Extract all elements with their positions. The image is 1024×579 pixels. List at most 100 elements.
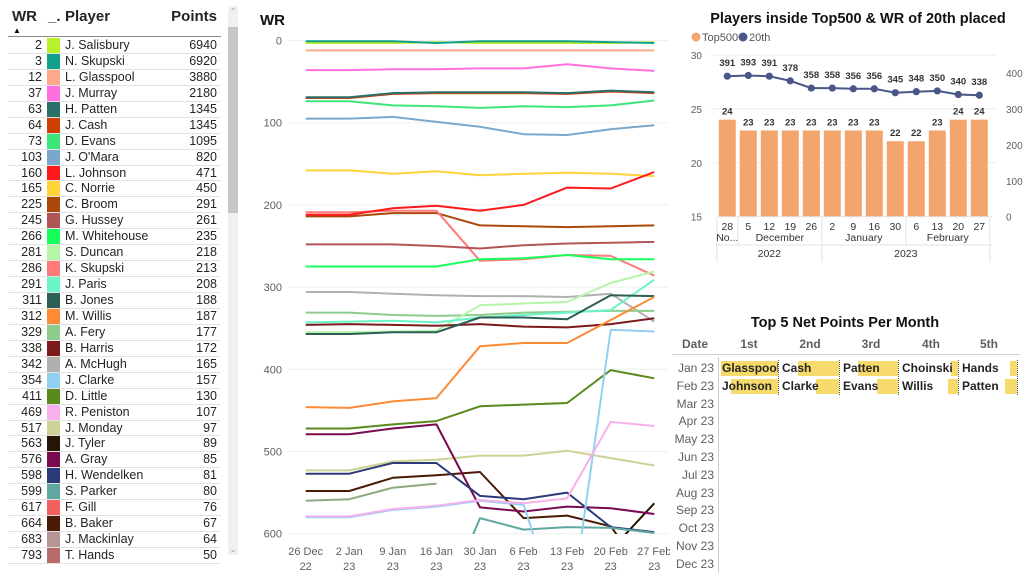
ranking-row[interactable]: 286 K. Skupski 213 xyxy=(8,261,221,278)
rank-cell-2nd[interactable]: Clarke xyxy=(779,377,840,395)
legend-top500-label[interactable]: Top500 xyxy=(702,32,738,44)
ranking-row[interactable]: 64 J. Cash 1345 xyxy=(8,117,221,134)
ranking-row[interactable]: 793 T. Hands 50 xyxy=(8,548,221,564)
ranking-row[interactable]: 599 S. Parker 80 xyxy=(8,484,221,501)
ranking-row[interactable]: 312 M. Willis 187 xyxy=(8,308,221,325)
bar-top500[interactable] xyxy=(970,119,988,217)
bar-top500[interactable] xyxy=(865,130,883,217)
rank-cell-5th[interactable]: Patten xyxy=(959,377,1018,395)
ranking-row[interactable]: 469 R. Peniston 107 xyxy=(8,404,221,421)
ranking-row[interactable]: 37 J. Murray 2180 xyxy=(8,85,221,102)
series-line-s-parker[interactable] xyxy=(436,517,655,579)
series-line-d-evans[interactable] xyxy=(305,99,655,109)
line-point-20th[interactable] xyxy=(828,84,836,92)
rank-cell-2nd[interactable]: Cash xyxy=(779,360,840,377)
series-line-j-o-mara[interactable] xyxy=(305,115,655,136)
series-line-b-harris[interactable] xyxy=(305,317,655,329)
series-line-unlisted[interactable] xyxy=(305,482,437,502)
ranking-row[interactable]: 63 H. Patten 1345 xyxy=(8,101,221,118)
line-point-20th[interactable] xyxy=(723,72,731,80)
column-header-5th[interactable]: 5th xyxy=(980,337,998,351)
ranking-row[interactable]: 3 N. Skupski 6920 xyxy=(8,53,221,70)
line-point-20th[interactable] xyxy=(807,84,815,92)
series-line-s-duncan[interactable] xyxy=(305,270,655,334)
scroll-up-icon[interactable]: ⌃ xyxy=(229,7,237,16)
ranking-row[interactable]: 683 J. Mackinlay 64 xyxy=(8,532,221,548)
line-point-20th[interactable] xyxy=(975,91,983,99)
ranking-row[interactable]: 576 A. Gray 85 xyxy=(8,452,221,469)
bar-top500[interactable] xyxy=(886,141,904,217)
ranking-row[interactable]: 2 J. Salisbury 6940 xyxy=(8,38,221,54)
rank-cell-3rd[interactable]: Evans xyxy=(840,377,899,395)
ranking-row[interactable]: 12 L. Glasspool 3880 xyxy=(8,69,221,86)
column-header-1st[interactable]: 1st xyxy=(740,337,758,351)
series-line-m-willis[interactable] xyxy=(305,296,655,409)
scrollbar-thumb[interactable] xyxy=(228,27,238,213)
series-line-j-murray[interactable] xyxy=(305,63,655,72)
column-header-wr[interactable]: WR xyxy=(12,8,37,25)
ranking-row[interactable]: 329 A. Fery 177 xyxy=(8,324,221,341)
ranking-row[interactable]: 291 J. Paris 208 xyxy=(8,277,221,293)
legend-20th-label[interactable]: 20th xyxy=(749,32,770,44)
ranking-row[interactable]: 103 J. O'Mara 820 xyxy=(8,149,221,166)
scroll-down-icon[interactable]: ⌄ xyxy=(229,545,237,554)
ranking-row[interactable]: 165 C. Norrie 450 xyxy=(8,181,221,198)
series-line-j-tyler[interactable] xyxy=(611,502,656,550)
column-header-color[interactable]: _. xyxy=(48,8,61,25)
line-point-20th[interactable] xyxy=(849,85,857,93)
bar-top500[interactable] xyxy=(718,119,736,217)
series-line-j-clarke[interactable] xyxy=(305,328,655,579)
series-line-c-broom[interactable] xyxy=(305,212,655,229)
column-header-points[interactable]: Points xyxy=(171,8,217,25)
bar-top500[interactable] xyxy=(760,130,778,217)
vertical-scrollbar[interactable]: ⌃ ⌄ xyxy=(228,6,238,555)
series-line-b-jones[interactable] xyxy=(305,294,655,335)
rank-cell-1st[interactable]: Johnson xyxy=(719,377,779,395)
ranking-row[interactable]: 245 G. Hussey 261 xyxy=(8,213,221,230)
column-header-player[interactable]: Player xyxy=(65,8,111,25)
rank-cell-3rd[interactable]: Patten xyxy=(840,360,899,377)
column-header-4th[interactable]: 4th xyxy=(922,337,940,351)
series-line-j-monday[interactable] xyxy=(305,449,655,472)
bar-top500[interactable] xyxy=(781,130,799,217)
series-line-j-salisbury[interactable] xyxy=(305,41,655,44)
bar-top500[interactable] xyxy=(739,130,757,217)
series-line-a-gray[interactable] xyxy=(305,423,655,515)
bar-top500[interactable] xyxy=(949,119,967,217)
column-header-3rd[interactable]: 3rd xyxy=(861,337,881,351)
rank-cell-1st[interactable]: Glasspool xyxy=(719,360,779,377)
line-point-20th[interactable] xyxy=(933,87,941,95)
line-point-20th[interactable] xyxy=(891,89,899,97)
series-line-h-wendelken[interactable] xyxy=(305,462,655,534)
series-line-r-peniston[interactable] xyxy=(305,420,655,518)
column-header-2nd[interactable]: 2nd xyxy=(799,337,821,351)
ranking-row[interactable]: 517 J. Monday 97 xyxy=(8,420,221,437)
series-line-m-whitehouse[interactable] xyxy=(305,254,655,268)
series-line-a-fery[interactable] xyxy=(305,309,655,317)
line-point-20th[interactable] xyxy=(765,72,773,80)
rank-cell-4th[interactable]: Willis xyxy=(899,377,959,395)
ranking-row[interactable]: 73 D. Evans 1095 xyxy=(8,133,221,150)
ranking-row[interactable]: 342 A. McHugh 165 xyxy=(8,356,221,373)
bar-top500[interactable] xyxy=(823,130,841,217)
sort-ascending-icon[interactable]: ▲ xyxy=(13,26,21,35)
line-point-20th[interactable] xyxy=(870,85,878,93)
ranking-row[interactable]: 563 J. Tyler 89 xyxy=(8,436,221,453)
line-point-20th[interactable] xyxy=(786,77,794,85)
bar-top500[interactable] xyxy=(928,130,946,217)
rank-cell-5th[interactable]: Hands xyxy=(959,360,1018,377)
ranking-row[interactable]: 225 C. Broom 291 xyxy=(8,197,221,214)
ranking-row[interactable]: 160 L. Johnson 471 xyxy=(8,165,221,182)
bar-top500[interactable] xyxy=(844,130,862,217)
ranking-row[interactable]: 266 M. Whitehouse 235 xyxy=(8,229,221,246)
series-line-d-little[interactable] xyxy=(305,369,655,430)
series-line-b-baker[interactable] xyxy=(305,471,655,579)
series-line-h-patten[interactable] xyxy=(305,89,655,99)
series-line-c-norrie[interactable] xyxy=(305,169,655,178)
ranking-row[interactable]: 311 B. Jones 188 xyxy=(8,293,221,309)
bar-top500[interactable] xyxy=(802,130,820,217)
line-point-20th[interactable] xyxy=(912,88,920,96)
bar-top500[interactable] xyxy=(907,141,925,217)
ranking-row[interactable]: 281 S. Duncan 218 xyxy=(8,245,221,262)
column-header-date[interactable]: Date xyxy=(681,337,708,351)
